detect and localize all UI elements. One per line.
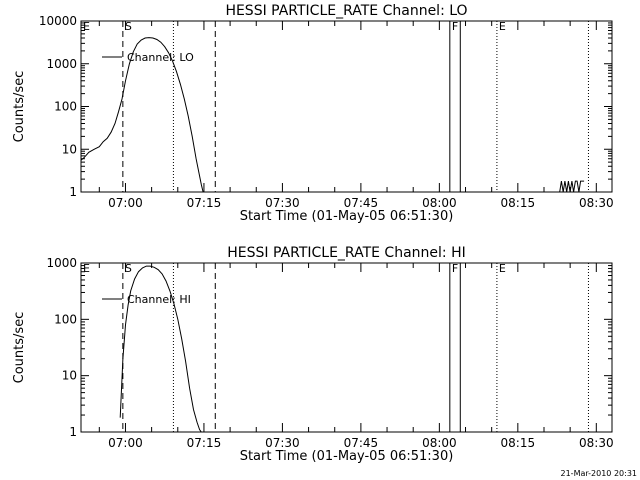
- plot-frame: [80, 262, 613, 433]
- x-tick-label: 07:00: [108, 196, 143, 210]
- x-axis-label: Start Time (01-May-05 06:51:30): [240, 209, 454, 224]
- x-tick-label: 07:15: [187, 436, 222, 450]
- y-tick-label: 10: [62, 369, 77, 383]
- y-tick-label: 100: [54, 100, 77, 114]
- x-axis-label: Start Time (01-May-05 06:51:30): [240, 449, 454, 464]
- x-tick-label: 07:15: [187, 196, 222, 210]
- y-axis-label: Counts/sec: [12, 71, 27, 143]
- y-tick-label: 1: [69, 185, 77, 199]
- event-marker-label: E: [499, 262, 506, 275]
- y-tick-label: 1000: [46, 57, 77, 71]
- series-line: [119, 265, 202, 433]
- plot-frame: [80, 20, 613, 193]
- panel-hi-channel: HESSI PARTICLE_RATE Channel: HI 1 10 100 100…: [12, 245, 614, 464]
- event-marker-label: E: [83, 20, 90, 33]
- footer-timestamp: 21-Mar-2010 20:31: [561, 469, 638, 478]
- x-tick-label: 07:30: [265, 196, 300, 210]
- y-tick-label: 10000: [39, 14, 77, 28]
- event-marker-label: S: [125, 20, 132, 33]
- event-marker-label: F: [452, 262, 458, 275]
- series-line: [80, 37, 204, 193]
- x-tick-label: 07:45: [344, 436, 379, 450]
- x-tick-label: 08:15: [501, 436, 536, 450]
- event-marker-label: F: [452, 20, 458, 33]
- x-tick-label: 07:30: [265, 436, 300, 450]
- x-tick-label: 07:45: [344, 196, 379, 210]
- y-tick-label: 10: [62, 142, 77, 156]
- legend-entry: Channel: LO: [127, 51, 194, 64]
- x-tick-label: 08:00: [422, 196, 457, 210]
- y-axis-label: Counts/sec: [12, 312, 27, 384]
- legend-entry: Channel: HI: [127, 293, 191, 306]
- event-marker-label: E: [499, 20, 506, 33]
- event-marker-label: S: [125, 262, 132, 275]
- x-tick-label: 07:00: [108, 436, 143, 450]
- chart-title: HESSI PARTICLE_RATE Channel: HI: [227, 245, 465, 261]
- chart-title: HESSI PARTICLE_RATE Channel: LO: [225, 3, 467, 19]
- y-tick-label: 1: [69, 425, 77, 439]
- y-tick-label: 100: [54, 312, 77, 326]
- x-tick-label: 08:15: [501, 196, 536, 210]
- x-tick-label: 08:00: [422, 436, 457, 450]
- x-tick-label: 08:30: [579, 436, 614, 450]
- panel-lo-channel: HESSI PARTICLE_RATE Channel: LO 1 10 100 100…: [12, 3, 614, 224]
- x-tick-label: 08:30: [579, 196, 614, 210]
- y-tick-label: 1000: [46, 256, 77, 270]
- noise-trace: [559, 180, 585, 193]
- event-marker-label: E: [83, 262, 90, 275]
